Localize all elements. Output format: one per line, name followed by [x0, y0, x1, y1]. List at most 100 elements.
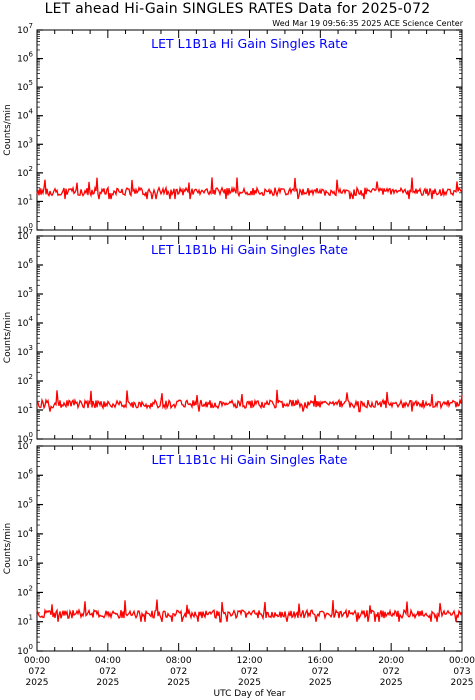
- y-tick-label: 105: [17, 286, 33, 300]
- y-tick-exponent: 2: [29, 165, 33, 173]
- x-tick-year: 2025: [451, 678, 474, 688]
- y-tick-exponent: 0: [29, 431, 33, 439]
- y-tick-exponent: 7: [29, 228, 33, 236]
- y-tick-base: 10: [17, 290, 29, 300]
- y-tick-exponent: 1: [29, 402, 33, 410]
- x-axis-label: UTC Day of Year: [214, 689, 286, 699]
- y-tick-exponent: 0: [29, 222, 33, 230]
- y-tick-exponent: 4: [29, 315, 34, 323]
- x-tick-year: 2025: [309, 678, 332, 688]
- x-tick-doy: 072: [383, 667, 400, 677]
- page-title: LET ahead Hi-Gain SINGLES RATES Data for…: [44, 1, 431, 17]
- y-tick-label: 107: [17, 228, 33, 242]
- y-tick-base: 10: [17, 348, 29, 358]
- plot-frame: [36, 29, 463, 231]
- y-tick-label: 102: [17, 584, 33, 598]
- y-tick-base: 10: [17, 169, 29, 179]
- x-tick-time: 04:00: [95, 656, 121, 666]
- x-tick-time: 00:00: [449, 656, 475, 666]
- x-tick-time: 20:00: [378, 656, 404, 666]
- x-tick-doy: 072: [28, 667, 45, 677]
- panel-title: LET L1B1b Hi Gain Singles Rate: [151, 242, 348, 257]
- x-tick-year: 2025: [167, 678, 190, 688]
- y-tick-exponent: 3: [29, 344, 33, 352]
- y-tick-label: 100: [17, 431, 33, 445]
- y-tick-label: 106: [17, 257, 33, 271]
- y-tick-base: 10: [17, 377, 29, 387]
- y-tick-base: 10: [17, 197, 29, 207]
- x-tick-doy: 072: [241, 667, 258, 677]
- y-tick-exponent: 2: [29, 373, 33, 381]
- y-tick-label: 101: [17, 402, 33, 416]
- x-tick-time: 00:00: [24, 656, 50, 666]
- y-axis-label: Counts/min: [3, 104, 13, 155]
- y-tick-base: 10: [17, 55, 29, 65]
- y-tick-base: 10: [17, 618, 29, 628]
- y-tick-base: 10: [17, 406, 29, 416]
- y-tick-base: 10: [17, 112, 29, 122]
- y-tick-exponent: 7: [29, 438, 33, 446]
- y-tick-exponent: 6: [29, 257, 34, 265]
- x-tick-time: 08:00: [166, 656, 192, 666]
- y-tick-label: 101: [17, 614, 33, 628]
- y-tick-exponent: 2: [29, 584, 33, 592]
- y-tick-base: 10: [17, 588, 29, 598]
- y-tick-exponent: 5: [29, 79, 33, 87]
- y-tick-label: 102: [17, 165, 33, 179]
- x-tick-year: 2025: [96, 678, 119, 688]
- x-tick-year: 2025: [26, 678, 49, 688]
- y-tick-label: 100: [17, 222, 33, 236]
- y-tick-label: 106: [17, 51, 33, 65]
- x-tick-doy: 073: [453, 667, 470, 677]
- y-tick-base: 10: [17, 232, 29, 242]
- y-tick-base: 10: [17, 26, 29, 36]
- y-tick-label: 104: [17, 526, 33, 540]
- plot-frame: [36, 235, 463, 440]
- y-tick-base: 10: [17, 442, 29, 452]
- y-tick-base: 10: [17, 471, 29, 481]
- y-tick-base: 10: [17, 647, 29, 657]
- y-tick-exponent: 6: [29, 467, 34, 475]
- y-tick-base: 10: [17, 261, 29, 271]
- x-tick-time: 12:00: [237, 656, 263, 666]
- x-tick-doy: 072: [170, 667, 187, 677]
- x-tick-doy: 072: [312, 667, 329, 677]
- x-tick-doy: 072: [99, 667, 116, 677]
- series-line: [36, 599, 463, 623]
- timestamp: Wed Mar 19 09:56:35 2025 ACE Science Cen…: [272, 19, 463, 28]
- y-tick-base: 10: [17, 435, 29, 445]
- y-tick-label: 104: [17, 108, 33, 122]
- y-tick-exponent: 6: [29, 51, 34, 59]
- y-tick-exponent: 5: [29, 286, 33, 294]
- y-tick-label: 107: [17, 22, 33, 36]
- y-tick-label: 105: [17, 497, 33, 511]
- y-tick-label: 102: [17, 373, 33, 387]
- y-tick-exponent: 0: [29, 643, 33, 651]
- y-tick-exponent: 3: [29, 136, 33, 144]
- y-tick-label: 104: [17, 315, 33, 329]
- y-tick-base: 10: [17, 140, 29, 150]
- y-axis-label: Counts/min: [3, 312, 13, 363]
- series-line: [36, 389, 463, 413]
- panel-title: LET L1B1c Hi Gain Singles Rate: [152, 452, 348, 467]
- y-tick-label: 103: [17, 344, 33, 358]
- y-tick-base: 10: [17, 226, 29, 236]
- y-tick-base: 10: [17, 559, 29, 569]
- x-tick-time: 16:00: [307, 656, 333, 666]
- panel-title: LET L1B1a Hi Gain Singles Rate: [151, 36, 348, 51]
- y-tick-exponent: 4: [29, 526, 34, 534]
- x-tick-year: 2025: [238, 678, 261, 688]
- y-tick-label: 103: [17, 136, 33, 150]
- y-tick-exponent: 4: [29, 108, 34, 116]
- y-tick-label: 106: [17, 467, 33, 481]
- y-tick-label: 103: [17, 555, 33, 569]
- y-tick-base: 10: [17, 83, 29, 93]
- y-tick-label: 105: [17, 79, 33, 93]
- y-tick-exponent: 7: [29, 22, 33, 30]
- y-tick-exponent: 5: [29, 497, 33, 505]
- series-line: [36, 177, 463, 200]
- y-tick-exponent: 1: [29, 614, 33, 622]
